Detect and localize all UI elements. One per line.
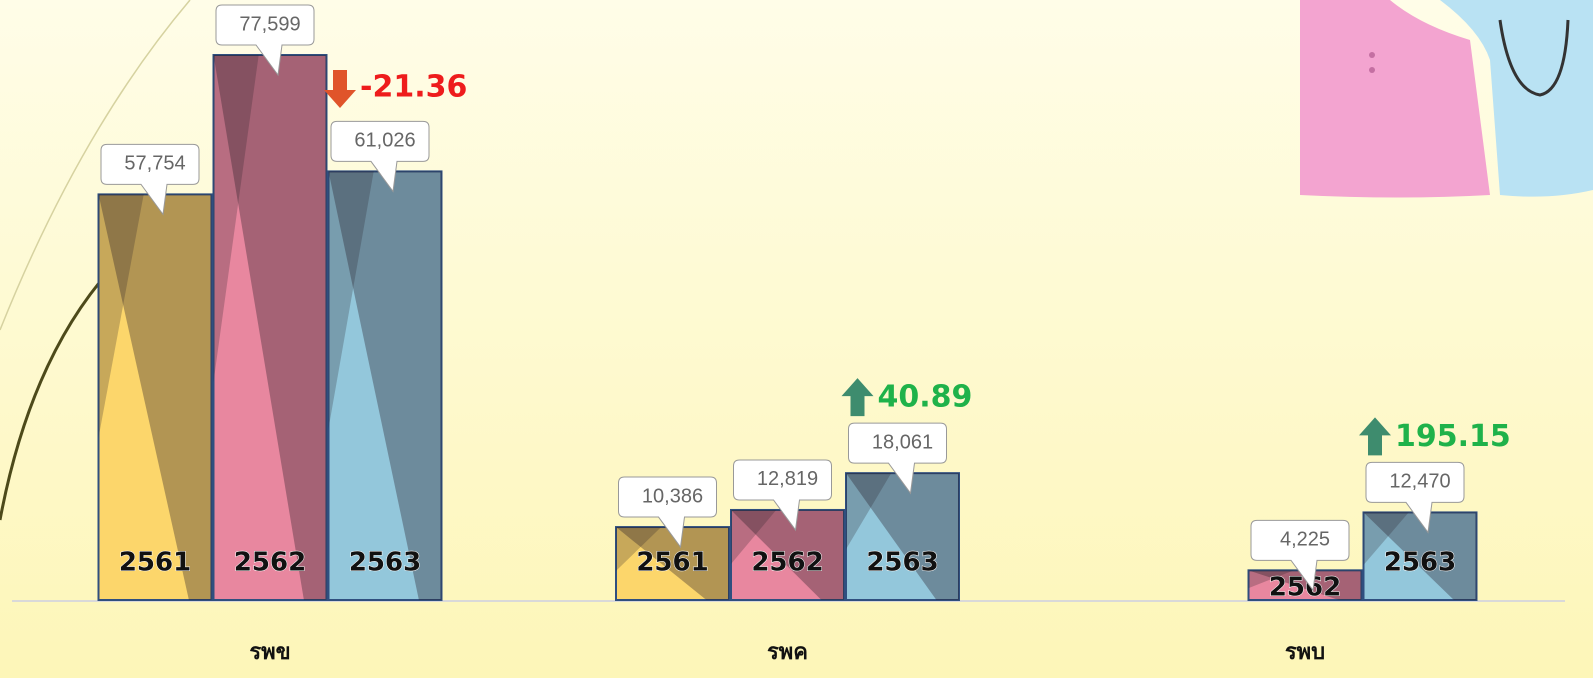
bar-year-label: 2563 xyxy=(866,548,938,578)
x-tick-label: รพบ xyxy=(1285,640,1325,665)
chart: รพข 2561 57,754 2562 77,599 2563 61,026 -21.36 ร… xyxy=(0,0,1593,678)
x-tick-label: รพค xyxy=(767,640,808,665)
value-label: 12,819 xyxy=(757,468,818,490)
change-label: -21.36 xyxy=(360,70,467,105)
change-label: 195.15 xyxy=(1395,419,1511,454)
value-label: 18,061 xyxy=(872,431,933,453)
value-label: 12,470 xyxy=(1389,471,1450,493)
bar-year-label: 2563 xyxy=(349,548,421,578)
bar-year-label: 2562 xyxy=(234,548,306,578)
value-label: 10,386 xyxy=(642,485,703,507)
bar-year-label: 2563 xyxy=(1384,548,1456,578)
value-label: 4,225 xyxy=(1280,529,1330,551)
bar-year-label: 2561 xyxy=(636,548,708,578)
value-label: 61,026 xyxy=(354,130,415,152)
bar-year-label: 2561 xyxy=(119,548,191,578)
value-label: 77,599 xyxy=(239,13,300,35)
bar-year-label: 2562 xyxy=(751,548,823,578)
change-label: 40.89 xyxy=(878,380,973,415)
change-indicator: 40.89 xyxy=(842,378,973,416)
value-label: 57,754 xyxy=(124,153,185,175)
x-tick-label: รพข xyxy=(249,640,290,665)
